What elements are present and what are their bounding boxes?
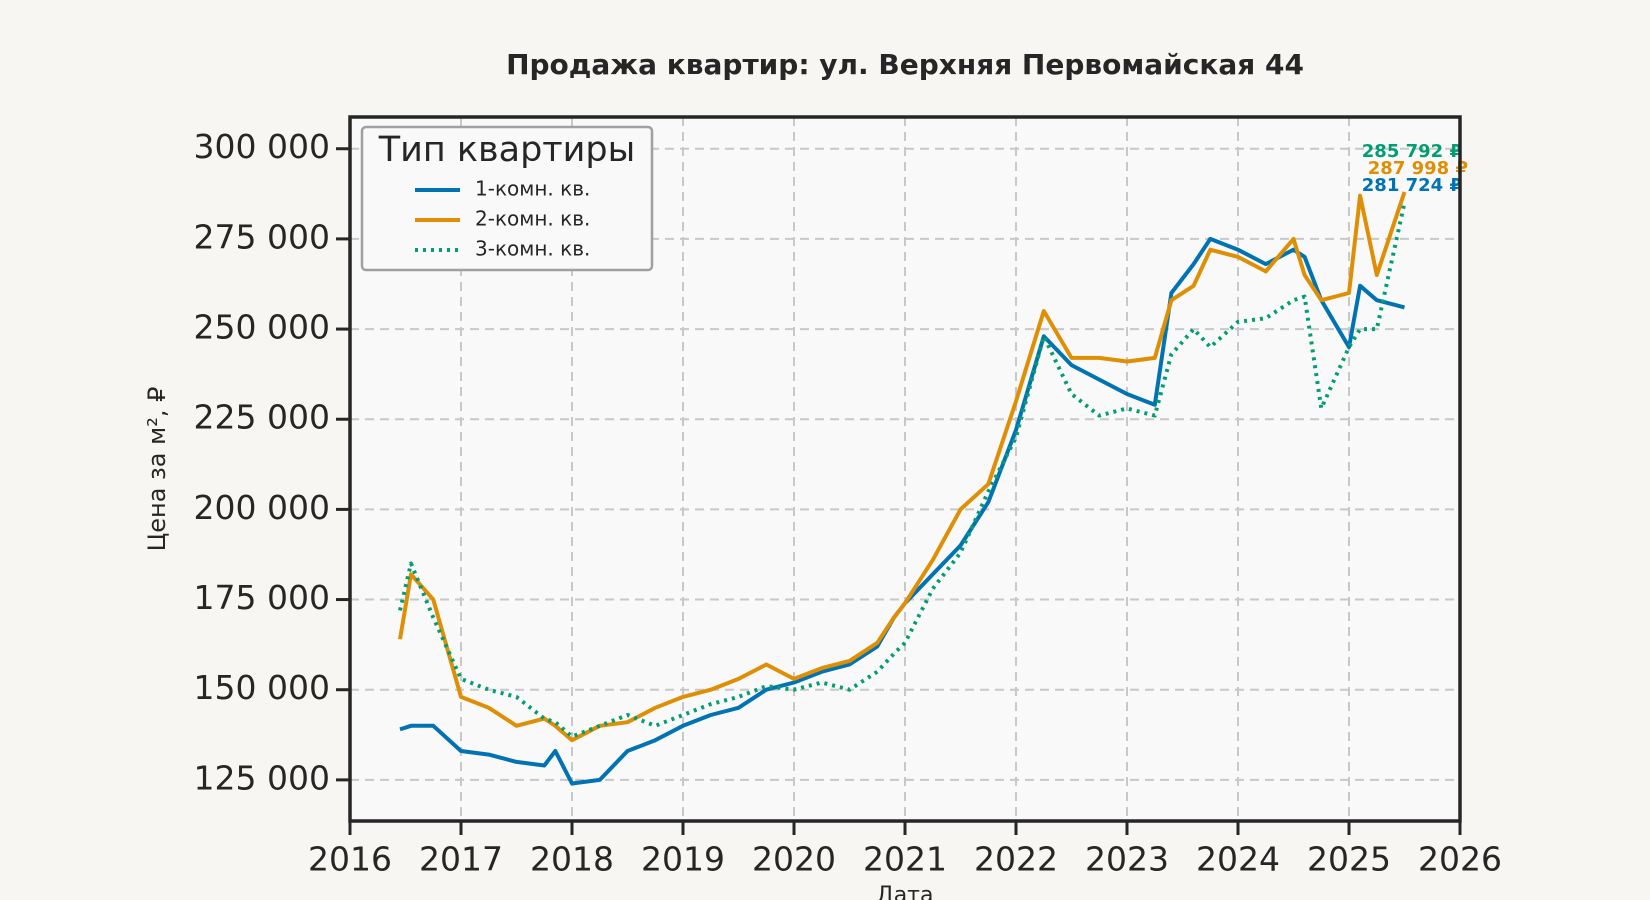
x-tick-label: 2024: [1196, 840, 1280, 879]
end-label: 287 998 ₽: [1368, 158, 1468, 179]
x-tick-label: 2020: [752, 840, 836, 879]
y-tick-label: 175 000: [194, 578, 330, 617]
x-tick-label: 2021: [863, 840, 947, 879]
legend-box: [360, 125, 654, 272]
y-tick-label: 225 000: [194, 398, 330, 437]
x-tick-label: 2025: [1307, 840, 1391, 879]
y-tick-label: 250 000: [194, 308, 330, 347]
y-tick-label: 150 000: [194, 668, 330, 707]
x-tick-label: 2017: [419, 840, 503, 879]
x-tick-label: 2023: [1085, 840, 1169, 879]
series-line: [398, 191, 1407, 743]
plot-frame: [348, 115, 1462, 823]
y-tick-label: 275 000: [194, 217, 330, 256]
legend-label: 2-комн. кв.: [475, 207, 590, 231]
x-axis-label: Дата: [877, 883, 934, 900]
legend-label: 3-комн. кв.: [475, 237, 590, 261]
y-axis-label: Цена за м², ₽: [143, 387, 171, 552]
y-tick-label: 125 000: [194, 758, 330, 797]
x-tick-label: 2018: [530, 840, 614, 879]
y-tick-label: 200 000: [194, 488, 330, 527]
x-tick-label: 2022: [974, 840, 1058, 879]
end-label: 281 724 ₽: [1362, 175, 1462, 196]
legend-label: 1-комн. кв.: [475, 177, 590, 201]
y-tick-label: 300 000: [194, 127, 330, 166]
legend-title: Тип квартиры: [378, 130, 636, 170]
x-tick-label: 2026: [1418, 840, 1502, 879]
end-label: 285 792 ₽: [1362, 141, 1462, 162]
x-tick-label: 2016: [308, 840, 392, 879]
x-tick-label: 2019: [641, 840, 725, 879]
chart-title: Продажа квартир: ул. Верхняя Первомайска…: [506, 48, 1304, 81]
